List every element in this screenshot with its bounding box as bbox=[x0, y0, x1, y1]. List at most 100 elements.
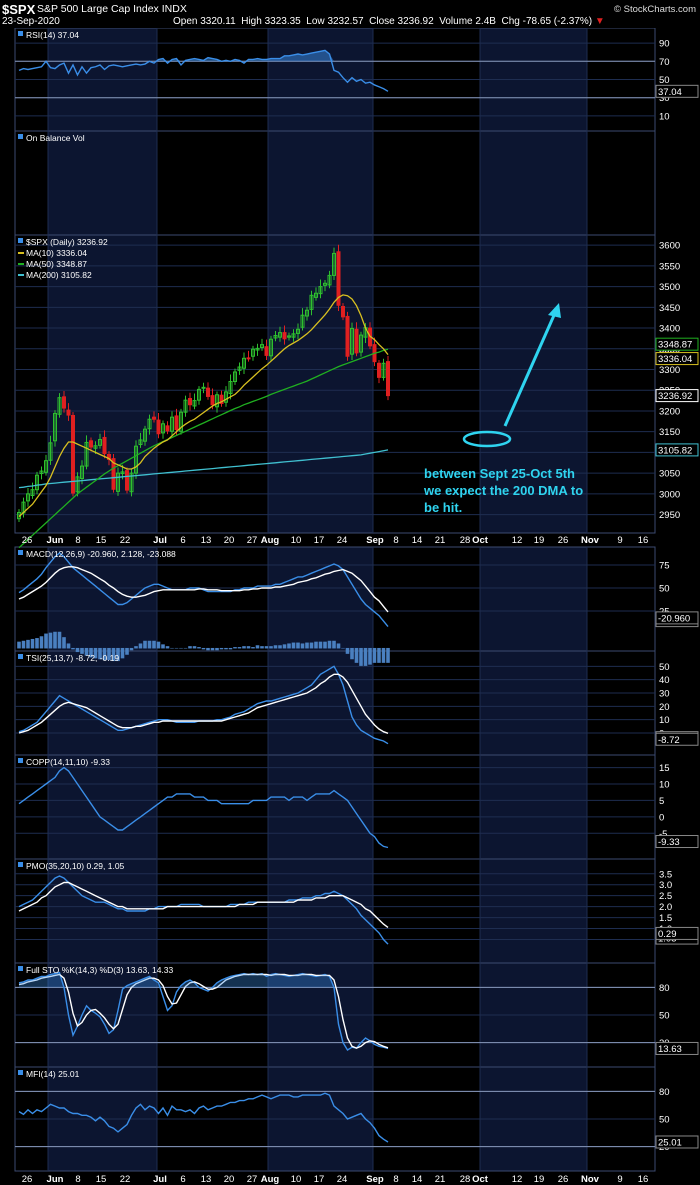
price-0-value-box bbox=[655, 337, 699, 351]
mfi-title-group: MFI(14) 25.01 bbox=[18, 1069, 80, 1079]
volume-value: 2.4B bbox=[475, 16, 496, 27]
xaxis-bottom-tick: Jul bbox=[153, 1174, 167, 1185]
candle-body bbox=[237, 366, 242, 371]
tsi-tick-label: 20 bbox=[659, 702, 670, 713]
macd-histogram-bar bbox=[287, 643, 291, 649]
month-shade bbox=[480, 651, 587, 755]
candle-body bbox=[224, 391, 228, 403]
price-tick-label: 3300 bbox=[659, 365, 680, 376]
candle-body bbox=[215, 394, 219, 408]
macd-histogram-bar bbox=[201, 647, 206, 650]
quote-date: 23-Sep-2020 bbox=[2, 16, 60, 27]
xaxis-bottom-tick: 14 bbox=[412, 1174, 423, 1185]
macd-histogram-bar bbox=[260, 646, 264, 649]
xaxis-bottom-tick: 13 bbox=[201, 1174, 212, 1185]
macd-histogram-bar bbox=[354, 647, 359, 663]
candle-body bbox=[170, 416, 174, 432]
candle-body bbox=[102, 436, 107, 455]
candle-body bbox=[30, 489, 35, 496]
sto-swatch bbox=[18, 966, 23, 971]
price-3-value-box bbox=[655, 443, 699, 457]
candle-body bbox=[341, 305, 345, 318]
macd-histogram-bar bbox=[237, 647, 242, 649]
candle-body bbox=[251, 348, 255, 357]
rsi-value-label: 37.04 bbox=[658, 87, 682, 98]
macd-1-value-box bbox=[655, 611, 699, 625]
candle-body bbox=[152, 416, 156, 420]
candle-body bbox=[165, 425, 170, 432]
candle-body bbox=[39, 470, 44, 475]
macd-histogram-bar bbox=[197, 647, 201, 649]
candle-body bbox=[71, 415, 75, 494]
xaxis-top-tick: Aug bbox=[261, 535, 280, 546]
pmo-tick-label: 2.0 bbox=[659, 902, 672, 913]
xaxis-top-tick: 26 bbox=[558, 535, 569, 546]
macd-histogram-bar bbox=[53, 631, 57, 649]
copp-line bbox=[18, 766, 389, 849]
price-tick-label: 2950 bbox=[659, 510, 680, 521]
copp-tick-label: 15 bbox=[659, 763, 670, 774]
xaxis-top-tick: 19 bbox=[534, 535, 545, 546]
pmo-1-value-label: 0.29 bbox=[658, 929, 677, 940]
macd-title-group: MACD(12,26,9) -20.960, 2.128, -23.088 bbox=[18, 549, 176, 559]
candle-body bbox=[228, 381, 233, 395]
sto-overbought-fill bbox=[19, 972, 388, 988]
candle-body bbox=[44, 460, 48, 473]
candle-body bbox=[62, 396, 66, 409]
month-shade bbox=[48, 755, 157, 859]
xaxis-top-tick: Sep bbox=[366, 535, 384, 546]
macd-histogram-bar bbox=[71, 647, 75, 650]
price-0-value-label: 3348.87 bbox=[658, 340, 692, 351]
macd-histogram-bar bbox=[305, 642, 309, 649]
candle-body bbox=[201, 386, 206, 389]
tsi-tick-label: 10 bbox=[659, 715, 670, 726]
macd-histogram-bar bbox=[111, 647, 116, 662]
macd-histogram-bar bbox=[332, 640, 336, 649]
candle-body bbox=[345, 315, 350, 357]
price-tick-label: 3150 bbox=[659, 427, 680, 438]
legend-entry: MA(50) 3348.87 bbox=[26, 259, 87, 269]
rsi-tick-label: 70 bbox=[659, 57, 670, 68]
open-value: 3320.11 bbox=[200, 16, 236, 27]
candle-body bbox=[125, 470, 129, 491]
macd-histogram-bar bbox=[264, 646, 269, 649]
tsi-tick-label: 30 bbox=[659, 689, 670, 700]
candle-body bbox=[359, 334, 363, 353]
obv-swatch bbox=[18, 134, 23, 139]
candle-body bbox=[138, 439, 143, 446]
candle-body bbox=[242, 357, 246, 369]
candle-body bbox=[183, 399, 188, 413]
candle-body bbox=[327, 274, 332, 286]
candle-body bbox=[318, 286, 323, 295]
macd-histogram-bar bbox=[386, 647, 390, 663]
xaxis-bottom-tick: 8 bbox=[75, 1174, 80, 1185]
mfi-tick-label: 50 bbox=[659, 1115, 670, 1126]
ma10-line bbox=[18, 294, 389, 518]
xaxis-bottom-tick: 28 bbox=[460, 1174, 471, 1185]
macd-histogram-bar bbox=[251, 647, 255, 649]
macd-histogram-bar bbox=[192, 646, 197, 649]
macd-histogram-bar bbox=[341, 647, 345, 649]
macd-histogram-bar bbox=[327, 640, 332, 649]
macd-histogram-bar bbox=[282, 644, 287, 649]
macd-histogram-bar bbox=[323, 641, 327, 649]
candle-body bbox=[98, 439, 102, 446]
macd-histogram-bar bbox=[120, 647, 125, 659]
candle-body bbox=[305, 309, 309, 317]
macd-histogram-bar bbox=[345, 647, 350, 654]
copp-swatch bbox=[18, 758, 23, 763]
macd-histogram-bar bbox=[210, 647, 215, 651]
macd-line bbox=[18, 552, 389, 628]
xaxis-top-tick: 17 bbox=[314, 535, 325, 546]
xaxis-bottom-tick: 21 bbox=[435, 1174, 446, 1185]
macd-histogram-bar bbox=[359, 647, 363, 667]
candle-body bbox=[260, 344, 264, 349]
price-tick-label: 3450 bbox=[659, 303, 680, 314]
month-shade bbox=[268, 859, 373, 963]
candle-body bbox=[35, 474, 39, 491]
macd-histogram-bar bbox=[125, 647, 129, 655]
price-swatch bbox=[18, 238, 23, 243]
xaxis-top-tick: 21 bbox=[435, 535, 446, 546]
macd-histogram-bar bbox=[39, 636, 44, 649]
price-tick-label: 3400 bbox=[659, 324, 680, 335]
